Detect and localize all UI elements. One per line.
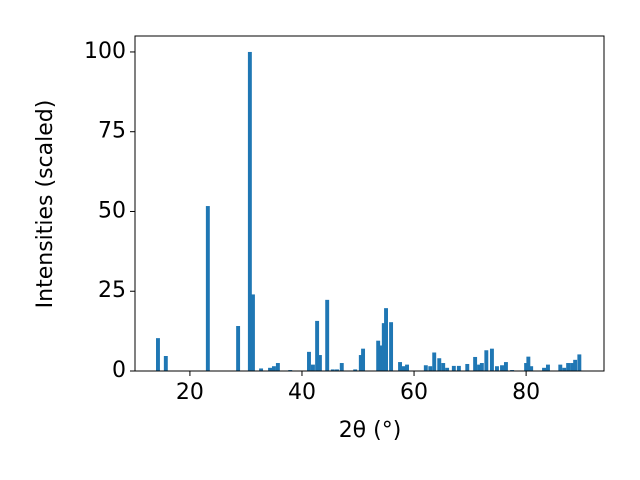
bar [489, 348, 494, 371]
bar [339, 363, 344, 371]
bar [405, 364, 410, 371]
bar [529, 366, 534, 371]
bar [570, 363, 575, 371]
bar [268, 367, 273, 371]
bar [423, 365, 428, 371]
bar [573, 359, 578, 371]
bar [156, 338, 160, 371]
y-tick-label: 75 [98, 119, 126, 144]
bar [577, 354, 582, 371]
bar [465, 363, 470, 371]
bar [389, 322, 394, 371]
bar [524, 363, 529, 371]
bar [353, 369, 358, 371]
bar [542, 367, 547, 371]
y-tick-label: 25 [98, 278, 126, 303]
bar [500, 365, 504, 371]
x-tick-label: 60 [400, 380, 428, 405]
bar [384, 308, 388, 371]
x-tick-label: 80 [512, 380, 540, 405]
bar [379, 345, 383, 371]
bar [325, 299, 330, 371]
x-axis-label: 2θ (°) [339, 418, 402, 443]
bar [503, 362, 508, 371]
x-tick-label: 40 [288, 380, 316, 405]
bar [566, 363, 571, 371]
bar [381, 323, 386, 371]
bar [473, 356, 478, 371]
bar [484, 350, 489, 371]
bar [317, 355, 322, 371]
bar [330, 369, 335, 371]
bar [376, 340, 381, 371]
bar [205, 206, 210, 371]
bar [250, 294, 255, 371]
bar [558, 364, 563, 371]
bar [437, 358, 442, 371]
bar [315, 320, 320, 371]
bar [451, 365, 456, 371]
bar [562, 367, 567, 371]
y-axis-label: Intensities (scaled) [33, 100, 58, 309]
bar [441, 363, 446, 371]
bar [259, 368, 264, 371]
y-tick-label: 50 [98, 198, 126, 223]
bar [479, 363, 484, 371]
bar [456, 365, 461, 371]
bar [477, 364, 482, 371]
bar [163, 356, 168, 371]
bar [428, 366, 433, 371]
bar [546, 364, 550, 371]
bar [358, 355, 363, 371]
bar [247, 51, 252, 371]
bar [432, 352, 437, 371]
y-tick-label: 0 [112, 358, 126, 383]
bar [445, 367, 450, 371]
bar [272, 366, 276, 371]
bar [495, 366, 499, 371]
plot-frame [134, 35, 605, 372]
bar [361, 348, 366, 371]
bar [275, 363, 280, 371]
bar [398, 362, 402, 371]
y-tick-label: 100 [84, 39, 126, 64]
bar [526, 356, 531, 371]
bar [335, 369, 339, 371]
x-tick-label: 20 [176, 380, 204, 405]
bar [236, 326, 241, 371]
bar [307, 351, 311, 371]
bar [311, 364, 315, 371]
bar [401, 366, 406, 371]
